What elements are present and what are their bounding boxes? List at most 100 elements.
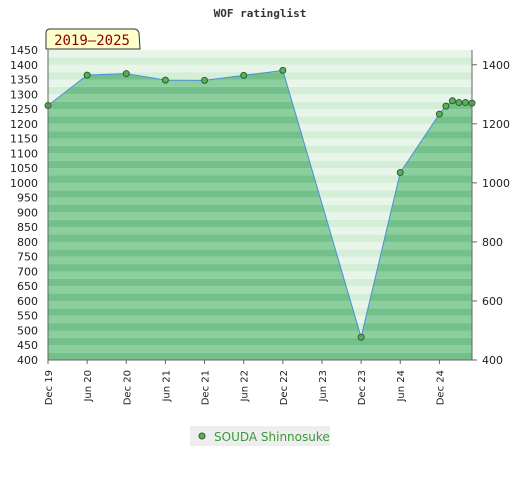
background-band (48, 57, 472, 65)
y-left-tick-label: 500 (17, 324, 38, 337)
y-left-tick-label: 1450 (10, 44, 38, 57)
area-fill-band (48, 79, 472, 87)
legend: SOUDA Shinnosuke (190, 426, 330, 446)
x-tick-label: Dec 23 (357, 370, 368, 405)
period-badge-text: 2019–2025 (54, 33, 130, 49)
y-left-tick-label: 1100 (10, 147, 38, 160)
x-tick-label: Jun 21 (161, 370, 172, 403)
x-tick-labels: Dec 19 Jun 20 Dec 20 Jun 21 Dec 21 Jun 22 Dec … (44, 360, 446, 405)
area-fill-band (48, 323, 472, 331)
data-point (201, 76, 209, 84)
area-fill-band (48, 227, 472, 235)
data-point (240, 71, 248, 79)
background-band (48, 50, 472, 58)
y-left-tick-label: 1250 (10, 103, 38, 116)
area-fill-band (48, 182, 472, 191)
area-fill-band (48, 123, 472, 132)
y-left-tick-label: 1350 (10, 74, 38, 87)
area-fill-band (48, 175, 472, 183)
x-tick-label: Dec 21 (201, 370, 212, 405)
y-left-tick-label: 600 (17, 295, 38, 308)
y-left-tick-labels: 4004505005506006507007508008509009501000… (10, 44, 38, 367)
y-left-tick-label: 1200 (10, 118, 38, 131)
y-left-tick-label: 550 (17, 310, 38, 323)
data-point (122, 70, 130, 78)
area-fill-band (48, 138, 472, 146)
area-fill-band (48, 116, 472, 124)
y-left-tick-label: 1150 (10, 133, 38, 146)
y-left-tick-label: 850 (17, 221, 38, 234)
area-fill-band (48, 234, 472, 242)
area-fill-band (48, 205, 472, 213)
area-fill-band (48, 190, 472, 198)
y-left-tick-label: 1300 (10, 88, 38, 101)
data-point (83, 71, 91, 79)
y-right-tick-label: 800 (482, 236, 503, 249)
period-badge: 2019–2025 (45, 28, 141, 50)
y-left-tick-label: 800 (17, 236, 38, 249)
area-fill-band (48, 153, 472, 161)
x-tick-label: Jun 23 (318, 370, 329, 403)
y-right-tick-label: 1400 (482, 59, 510, 72)
y-left-tick-label: 750 (17, 251, 38, 264)
y-left-tick-label: 450 (17, 339, 38, 352)
x-tick-label: Dec 20 (122, 370, 133, 405)
area-fill-band (48, 131, 472, 139)
y-right-tick-label: 1200 (482, 118, 510, 131)
x-tick-label: Dec 22 (279, 370, 290, 405)
area-fill-band (48, 219, 472, 228)
data-point (435, 110, 443, 118)
y-left-tick-label: 950 (17, 192, 38, 205)
area-fill-band (48, 94, 472, 102)
area-fill-band (48, 264, 472, 272)
y-right-tick-label: 1000 (482, 177, 510, 190)
area-fill-band (48, 145, 472, 154)
area-fill-band (48, 286, 472, 294)
area-fill-band (48, 256, 472, 265)
y-left-tick-label: 650 (17, 280, 38, 293)
area-fill-band (48, 293, 472, 301)
chart-title: WOF ratinglist (214, 7, 307, 20)
area-fill-band (48, 86, 472, 95)
area-fill-band (48, 300, 472, 309)
x-tick-label: Jun 22 (240, 370, 251, 403)
data-point (161, 76, 169, 84)
y-right-tick-label: 600 (482, 295, 503, 308)
x-tick-label: Jun 24 (396, 370, 407, 403)
y-left-tick-label: 900 (17, 206, 38, 219)
background-band (48, 64, 472, 73)
area-fill-band (48, 72, 472, 80)
legend-series-label: SOUDA Shinnosuke (214, 430, 330, 444)
area-fill-band (48, 212, 472, 220)
area-fill (48, 70, 472, 360)
y-left-tick-label: 1000 (10, 177, 38, 190)
area-fill-band (48, 271, 472, 279)
area-fill-band (48, 109, 472, 117)
data-point (279, 66, 287, 74)
area-fill-band (48, 101, 472, 110)
data-point (396, 169, 404, 177)
data-point (357, 333, 365, 341)
legend-marker (198, 432, 206, 440)
y-left-tick-label: 1400 (10, 59, 38, 72)
x-tick-label: Jun 20 (83, 370, 94, 403)
area-fill-band (48, 197, 472, 205)
legend-box (190, 426, 330, 446)
data-point (442, 102, 450, 110)
area-fill-band (48, 315, 472, 324)
area-fill-band (48, 308, 472, 316)
period-badge-shape (45, 28, 141, 50)
y-left-tick-label: 400 (17, 354, 38, 367)
y-right-tick-label: 400 (482, 354, 503, 367)
x-tick-label: Dec 24 (435, 370, 446, 405)
area-fill-band (48, 160, 472, 169)
y-left-tick-label: 700 (17, 265, 38, 278)
area-fill-band (48, 352, 472, 360)
y-left-tick-label: 1050 (10, 162, 38, 175)
data-point (461, 99, 469, 107)
data-point (448, 97, 456, 105)
area-fill-band (48, 278, 472, 287)
area-fill-band (48, 337, 472, 346)
series-markers (44, 66, 476, 341)
